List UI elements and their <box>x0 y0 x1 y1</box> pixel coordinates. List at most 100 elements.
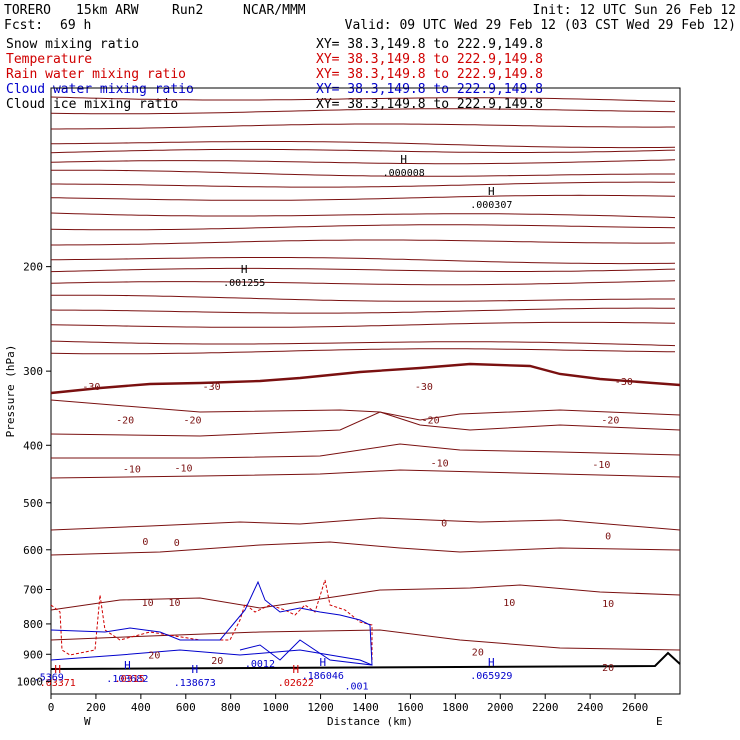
isotherm-label: -10 <box>175 463 193 474</box>
isotherm-line <box>50 411 681 437</box>
isotherm-line <box>50 307 676 314</box>
y-tick-label: 600 <box>23 544 43 557</box>
maximum-marker: H <box>488 185 495 198</box>
x-tick-label: 800 <box>221 701 241 714</box>
maximum-marker: H <box>320 656 327 669</box>
isotherm-label: 20 <box>148 650 160 661</box>
isotherm-line <box>50 169 675 177</box>
isotherm-line <box>50 96 676 102</box>
isotherm-label: 0 <box>174 538 180 549</box>
x-tick-label: 2400 <box>577 701 604 714</box>
field-legend: Snow mixing ratio XY= 38.3,149.8 to 222.9… <box>6 37 543 112</box>
cloud-water-contour <box>50 649 373 666</box>
header-fcst-value: 69 h <box>60 18 91 33</box>
x-axis-west-label: W <box>84 715 91 728</box>
x-tick-label: 1200 <box>307 701 334 714</box>
isotherm-line <box>50 267 676 273</box>
maximum-marker: H <box>54 663 61 676</box>
maximum-value: .001255 <box>223 278 265 289</box>
isotherm-label: -20 <box>116 416 134 427</box>
maximum-value: .0315 <box>115 674 145 685</box>
isotherm-label: 20 <box>602 663 614 674</box>
field-xy: XY= 38.3,149.8 to 222.9,149.8 <box>316 67 543 82</box>
y-tick-label: 900 <box>23 648 43 661</box>
header-init: Init: 12 UTC Sun 26 Feb 12 <box>533 3 737 18</box>
maximum-value: .000307 <box>470 200 512 211</box>
isotherm-line <box>51 443 681 459</box>
maximum-value: .5369 <box>34 673 64 684</box>
x-tick-label: 1600 <box>397 701 424 714</box>
isotherm-label: -20 <box>601 416 619 427</box>
maximum-value: .138673 <box>174 678 216 689</box>
y-tick-label: 700 <box>23 584 43 597</box>
x-tick-label: 400 <box>131 701 151 714</box>
isotherm-line <box>51 141 676 149</box>
header-model: TORERO <box>4 3 51 18</box>
field-xy: XY= 38.3,149.8 to 222.9,149.8 <box>316 97 543 112</box>
field-name: Cloud water mixing ratio <box>6 82 194 97</box>
x-tick-label: 2200 <box>532 701 559 714</box>
x-tick-label: 1800 <box>442 701 469 714</box>
isotherm-line <box>51 239 675 246</box>
y-tick-label: 200 <box>23 261 43 274</box>
maximum-value: .02622 <box>278 678 314 689</box>
field-name: Temperature <box>6 52 92 67</box>
isotherm-label: -30 <box>82 382 100 393</box>
isotherm-label: -20 <box>422 416 440 427</box>
maximum-marker: H <box>293 663 300 676</box>
maximum-value: .001 <box>344 682 368 693</box>
isotherm-line <box>50 469 681 479</box>
axis-ticks: 0 200 400 600 800 1000 1200 1400 1600 1800 2000 220… <box>17 261 649 714</box>
isotherm-line <box>50 159 676 165</box>
y-tick-label: 400 <box>23 439 43 452</box>
header-run: Run2 <box>172 3 203 18</box>
isotherm-line <box>50 148 676 154</box>
isotherm-lines <box>50 96 681 670</box>
isotherm-line <box>50 340 676 347</box>
isotherm-line <box>50 629 681 651</box>
maximum-value: .065929 <box>470 671 512 682</box>
isotherm-line <box>50 194 676 201</box>
header-center: NCAR/MMM <box>243 3 306 18</box>
isotherm-label: 10 <box>503 598 515 609</box>
isotherm-label: -10 <box>123 465 141 476</box>
low-level-fields <box>50 579 373 666</box>
x-tick-label: 0 <box>48 701 55 714</box>
y-tick-label: 1000 <box>17 675 44 688</box>
y-tick-label: 300 <box>23 365 43 378</box>
header-fcst-label: Fcst: <box>4 18 43 33</box>
isotherm-label: 0 <box>441 519 447 530</box>
y-axis-label: Pressure (hPa) <box>4 345 17 438</box>
x-tick-label: 600 <box>176 701 196 714</box>
isotherm-label: -30 <box>615 377 633 388</box>
x-axis-label: Distance (km) <box>327 715 413 728</box>
x-tick-label: 2600 <box>622 701 649 714</box>
maximum-value: .0012 <box>245 659 275 670</box>
maximum-value: .103682 <box>106 674 148 685</box>
isotherm-label: -20 <box>183 416 201 427</box>
cloud-water-contour <box>50 580 373 666</box>
isotherm-label: -30 <box>203 382 221 393</box>
isotherm-line <box>50 584 681 611</box>
maximum-marker: H <box>124 659 131 672</box>
isotherm-label: 20 <box>472 647 484 658</box>
isotherm-line <box>51 294 675 302</box>
field-xy: XY= 38.3,149.8 to 222.9,149.8 <box>316 52 543 67</box>
field-xy: XY= 38.3,149.8 to 222.9,149.8 <box>316 82 543 97</box>
isotherm-label: 20 <box>211 656 223 667</box>
maximum-value: .186046 <box>302 671 344 682</box>
isotherm-line <box>50 517 681 531</box>
isotherm-label: 10 <box>142 598 154 609</box>
maximum-marker: H <box>488 656 495 669</box>
contour-labels: -30 -30 -30 -30 -20 -20 -20 -20 -10 -10 -10 -10 0 0 0 0… <box>34 153 633 693</box>
header-resolution: 15km ARW <box>76 3 139 18</box>
terrain-line <box>50 651 681 670</box>
isotherm-line <box>50 541 681 556</box>
x-tick-label: 2000 <box>487 701 514 714</box>
rain-water-contour <box>50 579 373 660</box>
isotherm-line <box>51 181 675 188</box>
isotherm-line <box>51 123 675 130</box>
header-valid: Valid: 09 UTC Wed 29 Feb 12 (03 CST Wed … <box>345 18 736 33</box>
isotherm-line <box>50 321 676 328</box>
isotherm-label: -30 <box>415 382 433 393</box>
